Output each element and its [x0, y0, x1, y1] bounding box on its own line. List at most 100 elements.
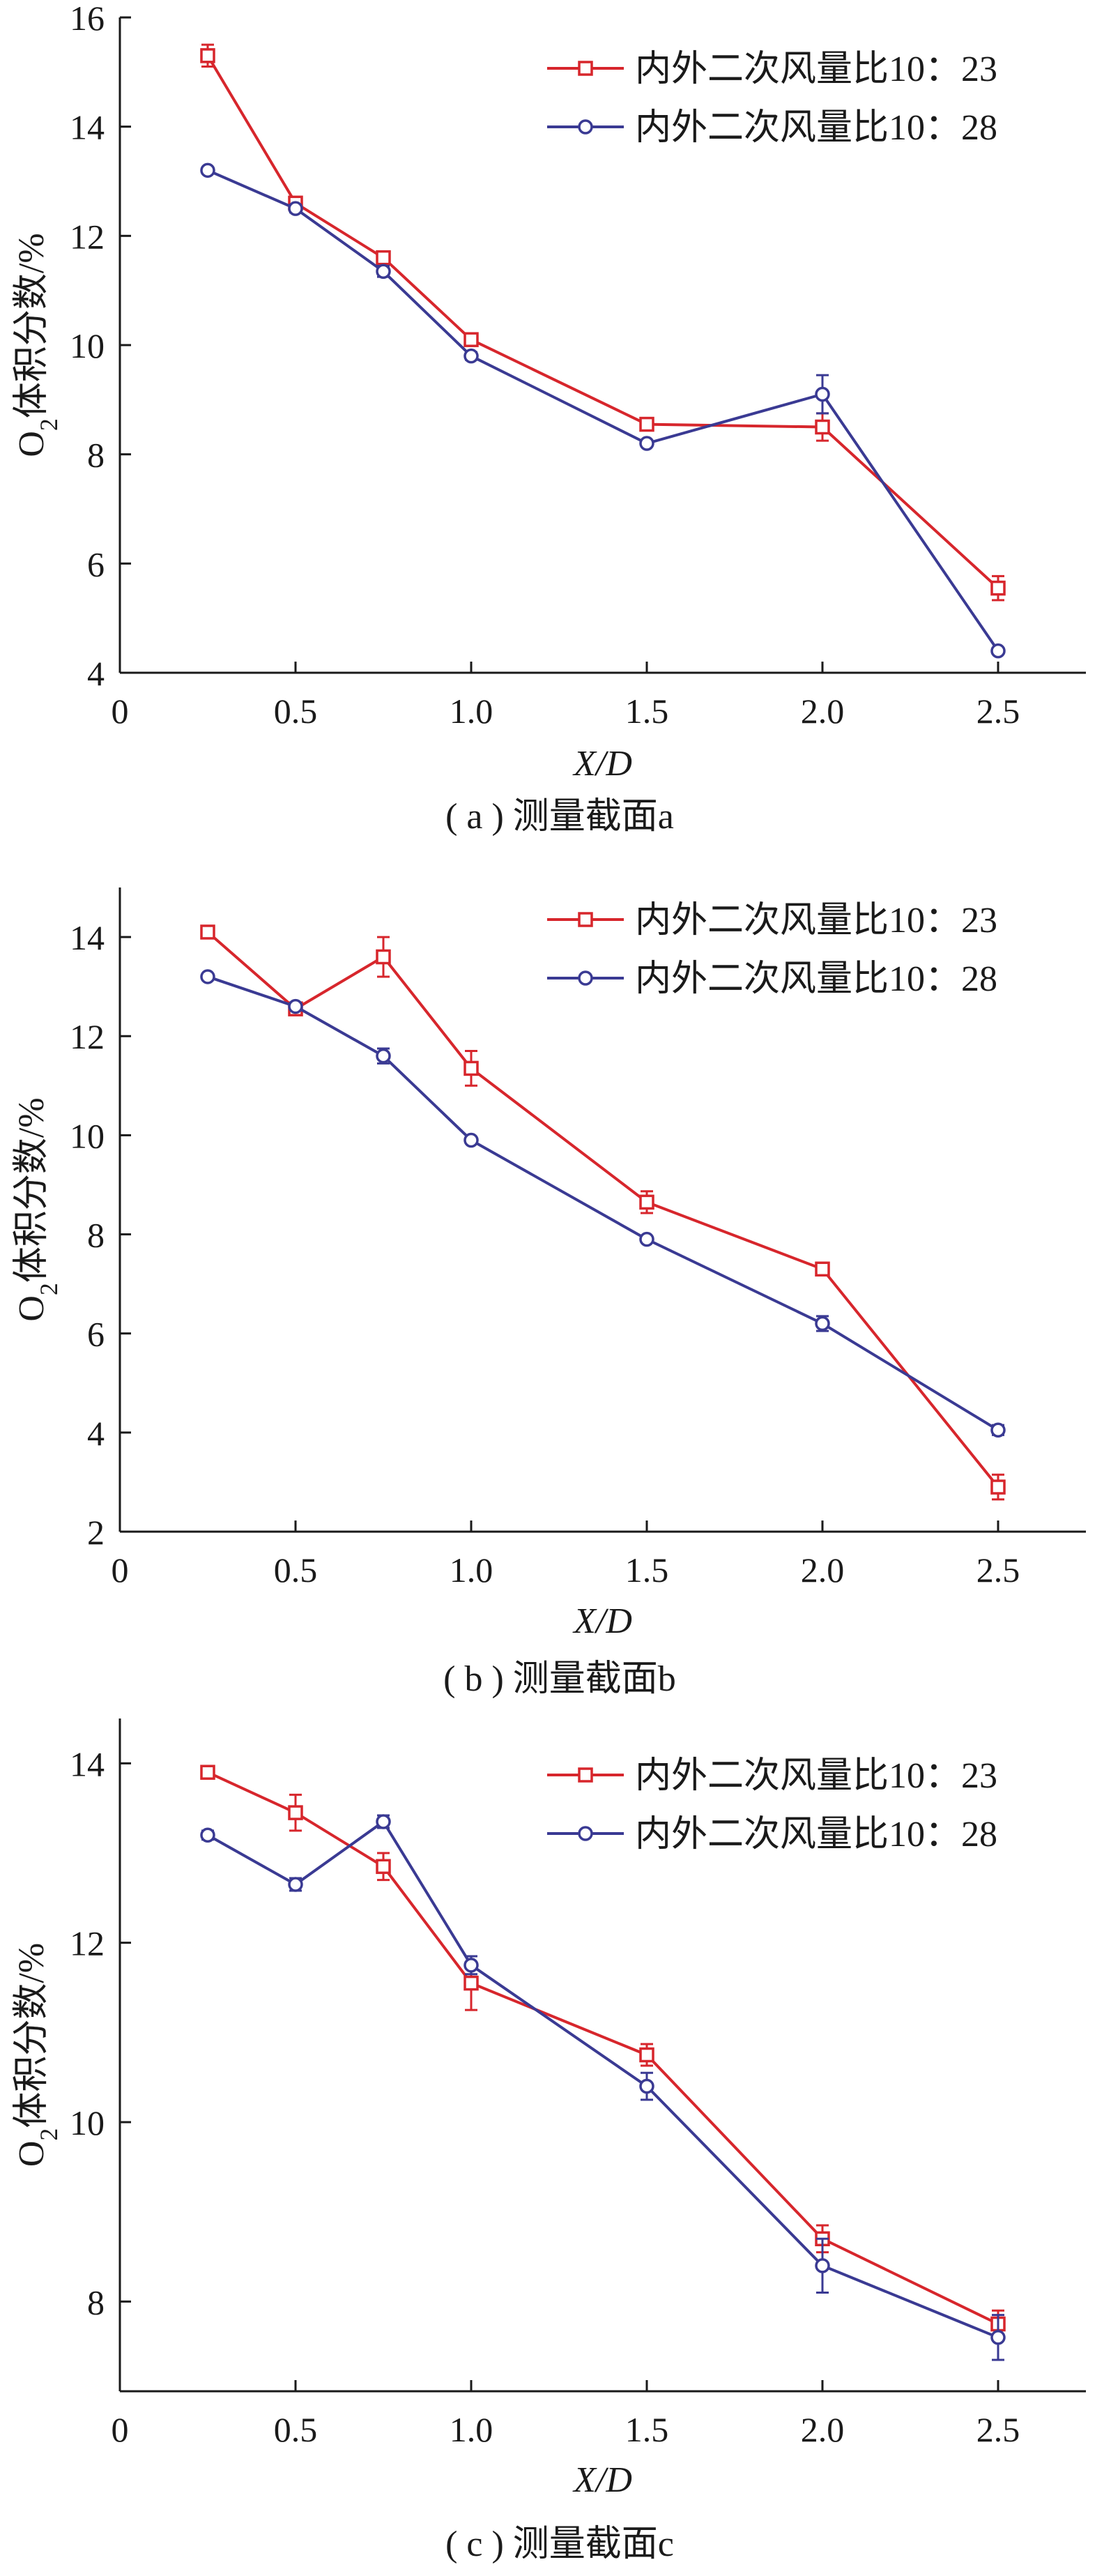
legend-marker [578, 1767, 593, 1783]
data-point-square [376, 250, 391, 266]
data-point-circle [463, 348, 479, 364]
series-line [207, 169, 999, 652]
y-tick-label: 16 [70, 0, 105, 38]
x-tick-label: 0 [112, 692, 129, 731]
data-point-square [990, 580, 1006, 596]
x-tick-label: 0 [112, 1550, 129, 1590]
data-point-square [376, 1859, 391, 1875]
y-tick-label: 14 [70, 1744, 105, 1783]
data-point-square [288, 1805, 303, 1820]
series-line [206, 931, 999, 1488]
data-point-square [815, 1261, 830, 1277]
data-point-circle [815, 1316, 830, 1332]
series-line [207, 975, 999, 1432]
y-tick-label: 12 [70, 217, 105, 256]
data-point-circle [463, 1132, 479, 1148]
data-point-square [990, 1479, 1006, 1495]
legend-label: 内外二次风量比10：28 [635, 959, 997, 999]
y-axis-title: O2体积分数/% [12, 1097, 63, 1321]
x-tick-label: 2.0 [801, 692, 845, 731]
y-tick-label: 14 [70, 918, 105, 957]
x-tick-label: 0.5 [274, 692, 318, 731]
y-tick-label: 14 [70, 108, 105, 147]
x-tick-label: 2.0 [801, 1550, 845, 1590]
data-point-square [639, 2047, 654, 2063]
series-2 [200, 969, 1006, 1438]
x-tick-label: 1.5 [625, 1550, 669, 1590]
data-point-square [376, 949, 391, 965]
legend-marker [578, 970, 593, 986]
x-tick-label: 2.5 [976, 1550, 1020, 1590]
series-2 [200, 1814, 1006, 2361]
x-tick-label: 1.5 [625, 692, 669, 731]
data-point-circle [463, 1958, 479, 1973]
y-tick-label: 12 [70, 1924, 105, 1963]
data-point-circle [815, 386, 830, 402]
data-point-circle [288, 201, 303, 216]
legend-marker [578, 119, 593, 135]
legend-label: 内外二次风量比10：28 [635, 108, 997, 148]
data-point-square [463, 1060, 479, 1076]
data-point-square [200, 48, 215, 63]
data-point-square [200, 924, 215, 940]
y-tick-label: 6 [87, 1315, 105, 1354]
series-line [207, 1771, 999, 2326]
panel-caption: ( c ) 测量截面c [445, 2524, 674, 2564]
data-point-circle [639, 2078, 654, 2094]
data-point-square [463, 332, 479, 347]
legend-marker [578, 1826, 593, 1841]
data-point-circle [990, 1422, 1006, 1438]
legend-label: 内外二次风量比10：23 [635, 1756, 997, 1796]
y-tick-label: 10 [70, 1116, 105, 1155]
data-point-circle [288, 1877, 303, 1892]
x-tick-label: 1.0 [450, 692, 493, 731]
x-axis-title: X/D [572, 1601, 632, 1641]
chart-panel-2: 0 0.5 1.0 1.5 2.0 2.5 2 4 6 8 10 12 14 X/D O2体积分数/% ( b… [12, 887, 1086, 1699]
x-axis-title: X/D [572, 744, 632, 784]
legend-marker [578, 912, 593, 927]
x-tick-label: 1.0 [450, 1550, 493, 1590]
data-point-square [639, 1194, 654, 1210]
data-point-circle [376, 264, 391, 279]
y-axis-title: O2体积分数/% [12, 233, 63, 457]
x-tick-label: 2.5 [976, 2410, 1020, 2449]
data-point-circle [815, 2258, 830, 2273]
chart-panel-3: 0 0.5 1.0 1.5 2.0 2.5 8 10 12 14 X/D O2体积分数/% ( c ) … [12, 1718, 1086, 2564]
data-point-square [815, 419, 830, 435]
x-axis-title: X/D [572, 2460, 632, 2500]
data-point-circle [990, 643, 1006, 659]
data-point-circle [200, 1827, 215, 1843]
x-tick-label: 0.5 [274, 2410, 318, 2449]
legend-label: 内外二次风量比10：23 [635, 901, 997, 940]
series-line [207, 1820, 999, 2339]
y-tick-label: 4 [87, 1414, 105, 1453]
y-tick-label: 10 [70, 326, 105, 365]
data-point-circle [376, 1048, 391, 1064]
x-tick-label: 1.5 [625, 2410, 669, 2449]
series-2 [200, 162, 1006, 659]
y-axis-title: O2体积分数/% [12, 1943, 63, 2167]
chart-panel-1: 0 0.5 1.0 1.5 2.0 2.5 4 6 8 10 12 14 16 X/D O2体积分数/% ( … [12, 0, 1086, 837]
x-tick-label: 2.0 [801, 2410, 845, 2449]
data-point-square [200, 1765, 215, 1780]
y-tick-label: 8 [87, 436, 105, 475]
x-tick-label: 1.0 [450, 2410, 493, 2449]
data-point-circle [639, 436, 654, 451]
data-point-circle [200, 969, 215, 984]
data-point-square [463, 1975, 479, 1991]
y-tick-label: 4 [87, 654, 105, 693]
data-point-circle [376, 1814, 391, 1829]
data-point-square [639, 416, 654, 432]
data-point-circle [200, 162, 215, 178]
panel-caption: ( a ) 测量截面a [445, 797, 674, 837]
x-tick-label: 0.5 [274, 1550, 318, 1590]
y-tick-label: 10 [70, 2103, 105, 2142]
y-tick-label: 8 [87, 1216, 105, 1255]
data-point-circle [288, 998, 303, 1014]
y-tick-label: 6 [87, 544, 105, 584]
x-tick-label: 0 [112, 2410, 129, 2449]
data-point-circle [990, 2330, 1006, 2345]
legend-marker [578, 61, 593, 76]
legend-label: 内外二次风量比10：23 [635, 49, 997, 89]
